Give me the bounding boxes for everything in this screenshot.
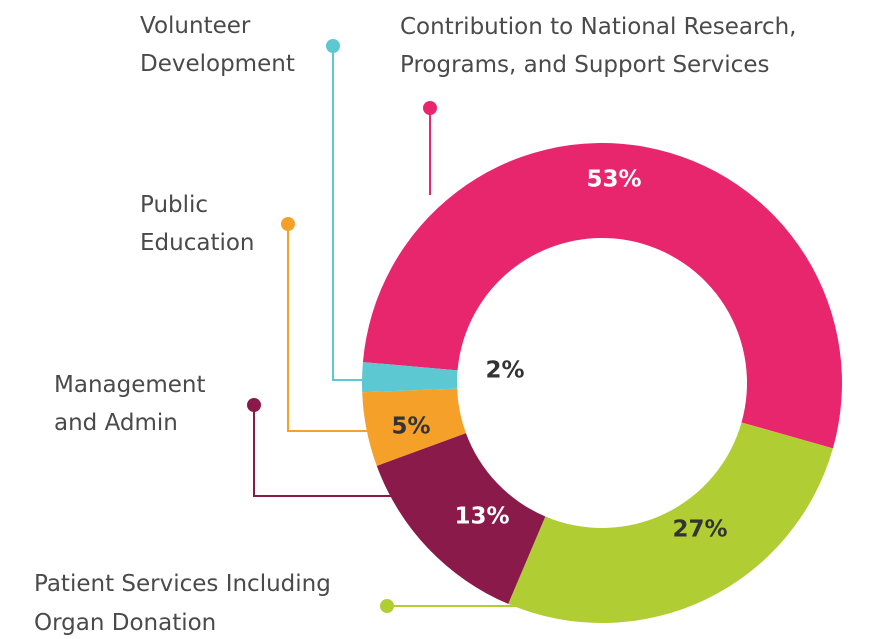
value-label: 5% [391,414,430,440]
category-label: Contribution to National Research, [400,14,796,40]
category-label: Management [54,372,206,398]
value-label: 2% [485,358,524,384]
value-label: 27% [672,517,727,543]
category-label: Volunteer [140,13,251,39]
value-label: 13% [454,504,509,530]
category-label: Organ Donation [34,610,216,636]
leader-dot [423,101,437,115]
donut-segment [362,388,466,466]
donut-segment [508,422,833,623]
category-label: Development [140,51,295,77]
leader-dot [247,398,261,412]
donut-segment [362,143,842,449]
leader-line [253,405,392,497]
leader-dot [380,599,394,613]
category-label: and Admin [54,410,178,436]
leader-dot [281,217,295,231]
leader-line [332,46,364,381]
leader-dot [326,39,340,53]
category-label: Patient Services Including [34,571,331,597]
category-label: Public [140,192,208,218]
leader-line [287,224,372,432]
value-label: 53% [586,167,641,193]
category-label: Programs, and Support Services [400,52,769,78]
donut-segment [376,433,546,604]
donut-segment [362,362,458,393]
category-label: Education [140,230,255,256]
